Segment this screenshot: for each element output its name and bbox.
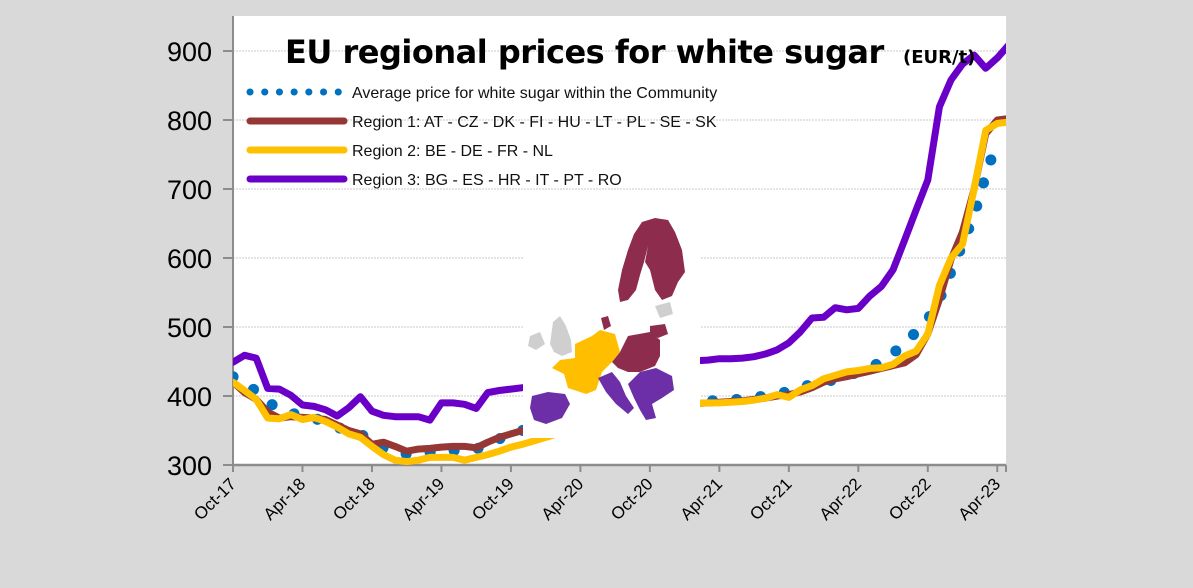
map-gray-baltic-north: [655, 302, 673, 318]
map-region3-iberia: [530, 392, 570, 424]
map-region3-italy: [598, 372, 634, 414]
chart-title: EU regional prices for white sugar: [285, 33, 884, 71]
x-tick-label: Apr-23: [955, 474, 1005, 524]
legend-label-2: Region 1: AT - CZ - DK - FI - HU - LT - …: [352, 114, 717, 131]
y-tick-label: 900: [167, 37, 212, 67]
legend: Average price for white sugar within the…: [246, 85, 717, 189]
x-tick-label: Apr-22: [816, 474, 866, 524]
map-region3-balkans: [628, 368, 674, 420]
x-tick-label: Oct-18: [329, 474, 379, 524]
x-tick-label: Apr-21: [677, 474, 727, 524]
map-region1-denmark: [601, 316, 611, 330]
map-region2-west: [552, 330, 620, 394]
y-tick-label: 800: [167, 106, 212, 136]
x-tick-label: Oct-21: [746, 474, 796, 524]
x-tick-label: Apr-20: [538, 474, 588, 524]
legend-label-4: Region 3: BG - ES - HR - IT - PT - RO: [352, 172, 622, 189]
map-gray-uk-ireland: [528, 316, 572, 356]
x-tick-label: Oct-20: [607, 474, 657, 524]
map-region1-baltic: [650, 324, 668, 338]
y-axis: 300 400 500 600 700 800 900: [167, 16, 234, 481]
map-region1-central: [612, 332, 660, 372]
y-tick-label: 600: [167, 244, 212, 274]
y-tick-label: 500: [167, 313, 212, 343]
x-axis: Oct-17 Apr-18 Oct-18 Apr-19 Oct-19 Apr-20 Oct-…: [190, 463, 1007, 524]
x-tick-label: Oct-22: [885, 474, 935, 524]
map-region1-nordic: [618, 218, 685, 302]
y-tick-label: 400: [167, 382, 212, 412]
x-tick-label: Apr-19: [399, 474, 449, 524]
eu-map-inset: [523, 213, 700, 438]
y-tick-label: 700: [167, 175, 212, 205]
x-tick-label: Apr-18: [260, 474, 310, 524]
chart-unit: (EUR/t): [903, 47, 975, 68]
legend-label-3: Region 2: BE - DE - FR - NL: [352, 143, 553, 160]
y-tick-label: 300: [167, 451, 212, 481]
legend-label-1: Average price for white sugar within the…: [352, 85, 717, 102]
x-tick-label: Oct-19: [468, 474, 518, 524]
x-tick-label: Oct-17: [190, 474, 240, 524]
